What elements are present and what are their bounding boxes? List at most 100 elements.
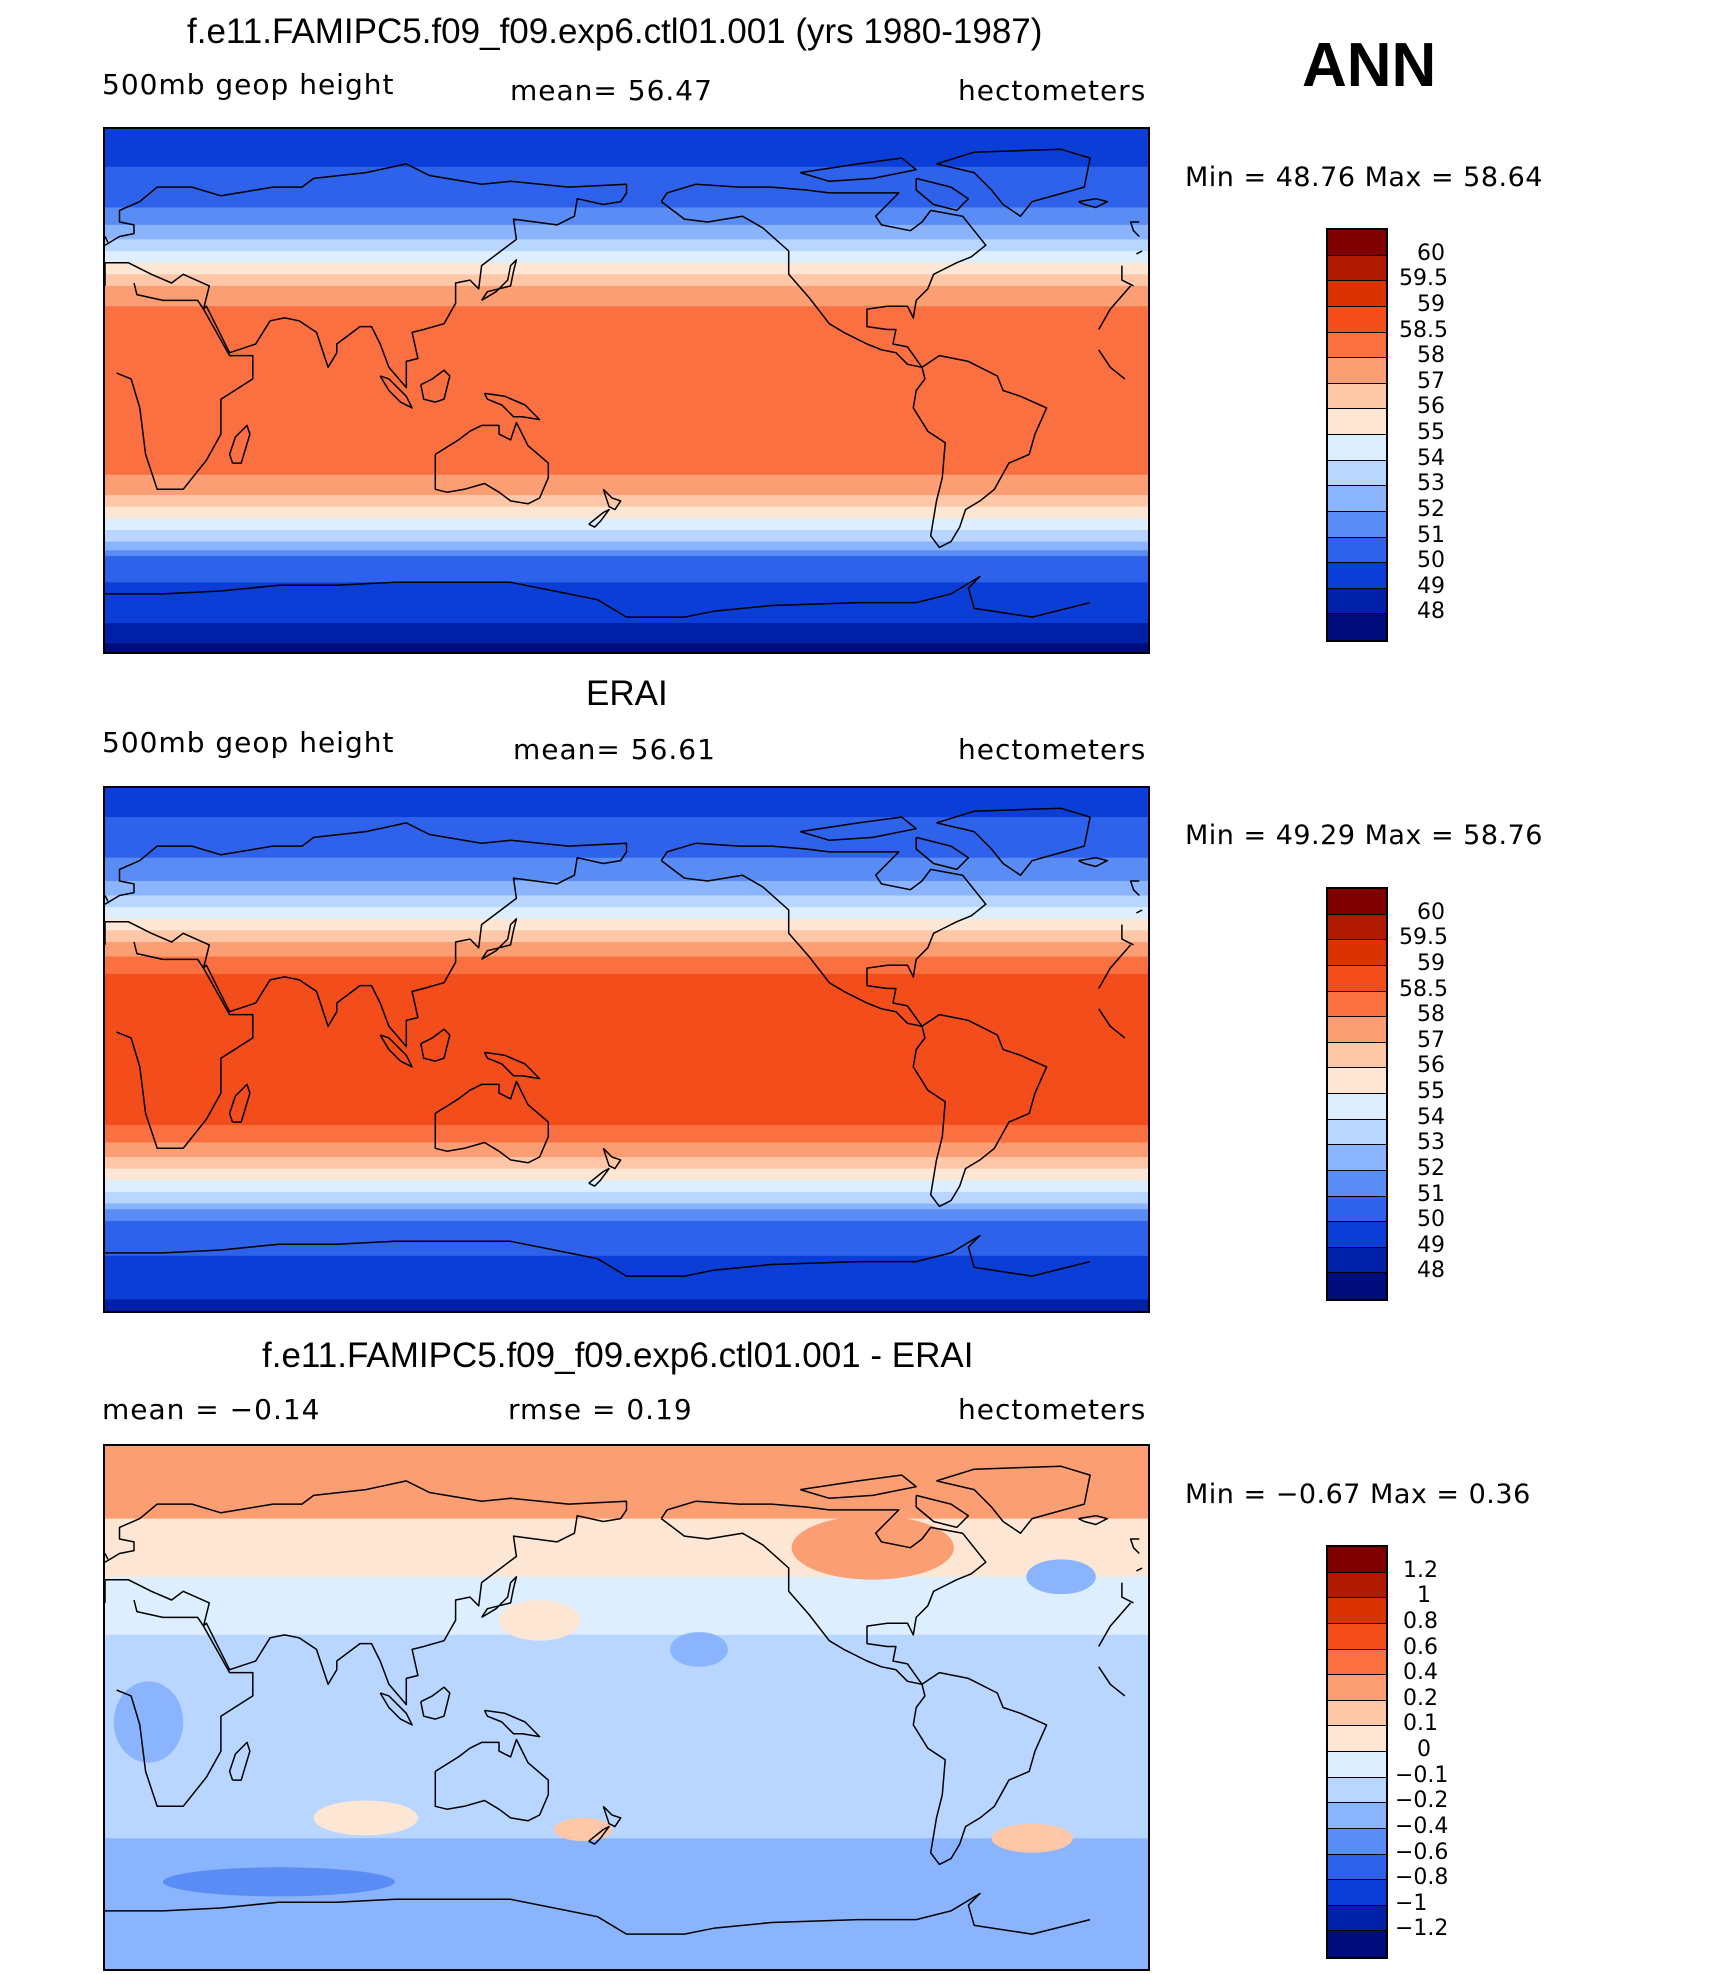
contour-band [105, 1107, 1148, 1112]
colorbar-label: 0.8 [1403, 1608, 1438, 1634]
contour-band [105, 495, 1148, 499]
colorbar-label: −0.6 [1395, 1839, 1449, 1865]
contour-band [105, 515, 1148, 519]
contour-band [105, 1925, 1148, 1929]
contour-band [105, 1527, 1148, 1531]
panel-3-colorbar-labels: 1.2 1 0.8 0.6 0.4 0.2 0.1 0 −0.1 −0.2 −0.4 −0.6 −0.8… [1395, 1545, 1495, 1955]
contour-band [105, 837, 1148, 841]
colorbar-label: 50 [1417, 548, 1445, 574]
contour-band [105, 1191, 1148, 1196]
contour-band [105, 367, 1148, 371]
colorbar-swatch [1328, 1675, 1386, 1701]
contour-band [105, 1116, 1148, 1120]
anomaly-region [791, 1515, 954, 1580]
contour-band [105, 573, 1148, 578]
contour-band [105, 1069, 1148, 1074]
colorbar-label: 50 [1417, 1207, 1445, 1233]
contour-band [105, 1919, 1148, 1924]
contour-band [105, 323, 1148, 328]
coastline-africa [116, 941, 254, 1150]
colorbar-swatch [1328, 1094, 1386, 1120]
contour-band [105, 831, 1148, 836]
contour-band [105, 448, 1148, 453]
contour-band [105, 1064, 1148, 1068]
colorbar-label: 56 [1417, 394, 1445, 420]
contour-band [105, 1588, 1148, 1592]
contour-band [105, 521, 1148, 525]
coastline-northAm [660, 842, 987, 1028]
contour-band [105, 1934, 1148, 1938]
contour-band [105, 341, 1148, 345]
contour-band [105, 593, 1148, 598]
contour-band [105, 956, 1148, 961]
colorbar-label: 51 [1417, 1181, 1445, 1207]
contour-band [105, 1122, 1148, 1126]
contour-band [105, 1186, 1148, 1190]
colorbar-label: −1 [1395, 1890, 1428, 1916]
contour-band [105, 1509, 1148, 1514]
contour-band [105, 309, 1148, 313]
contour-band [105, 1663, 1148, 1668]
contour-band [105, 1887, 1148, 1892]
colorbar-swatch [1328, 965, 1386, 992]
contour-band [105, 216, 1148, 220]
contour-band [105, 878, 1148, 882]
contour-band [105, 233, 1148, 238]
contour-band [105, 1032, 1148, 1036]
contour-band [105, 991, 1148, 995]
contour-band [105, 1492, 1148, 1496]
contour-band [105, 1582, 1148, 1587]
contour-band [105, 1878, 1148, 1883]
contour-band [105, 1794, 1148, 1799]
contour-band [105, 1087, 1148, 1091]
contour-band [105, 788, 1148, 792]
colorbar-label: 0.4 [1403, 1660, 1438, 1686]
contour-band [105, 863, 1148, 868]
contour-band [105, 1785, 1148, 1790]
panel-1-map [103, 127, 1150, 654]
contour-band [105, 425, 1148, 429]
colorbar-label: 1.2 [1403, 1557, 1438, 1583]
contour-band [105, 1084, 1148, 1088]
contour-band [105, 1759, 1148, 1764]
contour-band [105, 1512, 1148, 1517]
colorbar-swatch [1328, 1145, 1386, 1171]
contour-band [105, 1034, 1148, 1039]
contour-band [105, 953, 1148, 958]
contour-band [105, 1724, 1148, 1729]
contour-band [105, 1538, 1148, 1543]
coastline-australia [434, 421, 550, 505]
contour-band [105, 1489, 1148, 1494]
contour-band [105, 614, 1148, 618]
contour-band [105, 886, 1148, 891]
contour-band [105, 532, 1148, 537]
panel-1-units-label: hectometers [958, 74, 1147, 107]
contour-band [105, 291, 1148, 296]
contour-band [105, 489, 1148, 493]
coastline-eurasiaB [105, 822, 628, 1048]
contour-band [105, 195, 1148, 200]
contour-band [105, 553, 1148, 557]
contour-band [105, 854, 1148, 859]
contour-band [105, 1788, 1148, 1793]
coastline-japan [480, 259, 518, 302]
contour-band [105, 1296, 1148, 1300]
coastline-antarctica [105, 581, 627, 618]
contour-band [105, 1127, 1148, 1132]
contour-band [105, 564, 1148, 569]
colorbar-label: 53 [1417, 471, 1445, 497]
coastline-africa [116, 1599, 254, 1808]
contour-band [105, 1611, 1148, 1616]
coastline-africa [1098, 1008, 1126, 1039]
contour-band [105, 518, 1148, 522]
contour-band [105, 1157, 1148, 1161]
contour-band [105, 134, 1148, 139]
contour-band [105, 649, 1148, 652]
colorbar-label: 54 [1417, 1104, 1445, 1130]
coastline-antarctica [626, 1892, 1091, 1935]
contour-band [105, 1486, 1148, 1491]
contour-band [105, 245, 1148, 249]
contour-band [105, 1774, 1148, 1778]
contour-band [105, 1870, 1148, 1874]
contour-band [105, 883, 1148, 888]
